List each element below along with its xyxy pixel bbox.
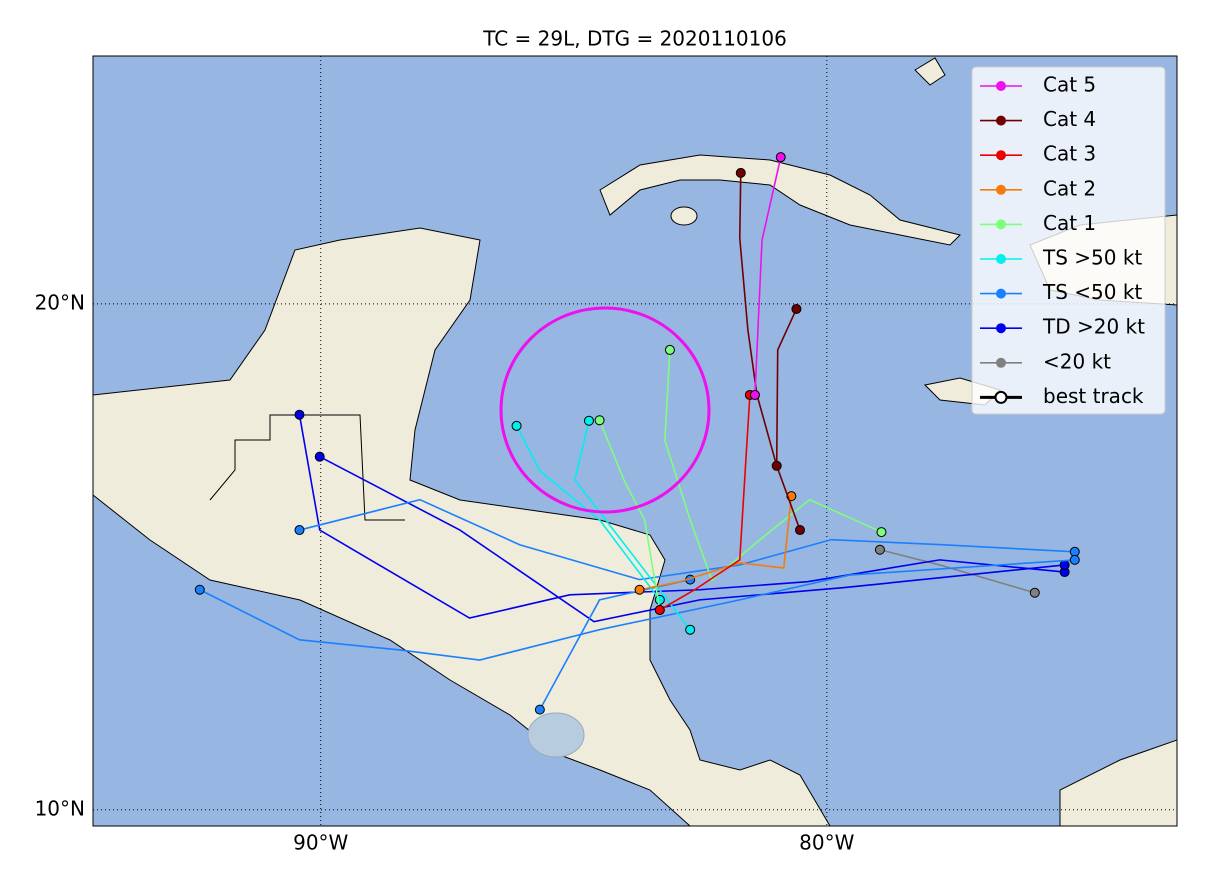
legend-marker bbox=[996, 254, 1006, 264]
grid bbox=[93, 56, 1177, 826]
track-line bbox=[639, 496, 793, 591]
uncertainty-circle bbox=[499, 306, 711, 514]
legend-label: Cat 3 bbox=[1043, 142, 1096, 166]
track-line bbox=[738, 172, 801, 531]
legend: Cat 5 Cat 4 Cat 3 Cat 2 Cat 1 TS >50 kt TS <50… bbox=[971, 66, 1166, 415]
legend-label: Cat 1 bbox=[1043, 211, 1096, 235]
x-tick-label: 80°W bbox=[799, 831, 854, 855]
track-line bbox=[664, 349, 882, 582]
track-point bbox=[791, 303, 802, 314]
track-line bbox=[515, 425, 661, 601]
central-america bbox=[93, 227, 831, 826]
legend-box bbox=[971, 66, 1166, 415]
track-point bbox=[294, 409, 305, 420]
track-point bbox=[735, 167, 746, 178]
track-point bbox=[634, 584, 645, 595]
legend-marker bbox=[996, 150, 1006, 161]
x-tick-label: 90°W bbox=[293, 831, 348, 855]
y-tick-label: 20°N bbox=[35, 290, 85, 314]
island bbox=[914, 57, 946, 86]
y-tick-label: 10°N bbox=[35, 796, 85, 820]
legend-marker bbox=[996, 219, 1006, 230]
legend-label: Cat 4 bbox=[1043, 107, 1096, 131]
isle-of-youth bbox=[670, 206, 698, 226]
track-point bbox=[314, 451, 325, 462]
track-point bbox=[664, 344, 675, 355]
track-point bbox=[874, 544, 885, 555]
legend-label: TS <50 kt bbox=[1042, 280, 1142, 304]
frame bbox=[92, 55, 1178, 827]
track-point bbox=[749, 389, 760, 400]
track-point bbox=[775, 152, 786, 163]
tracks bbox=[194, 152, 1080, 715]
south-america bbox=[1059, 739, 1177, 826]
track-line bbox=[319, 455, 1065, 623]
legend-marker bbox=[996, 184, 1006, 195]
legend-marker bbox=[996, 115, 1006, 126]
border bbox=[300, 414, 405, 521]
track-point bbox=[654, 594, 665, 605]
track-point bbox=[794, 525, 805, 536]
track-point bbox=[654, 604, 665, 615]
track-point bbox=[294, 525, 305, 536]
legend-label: Cat 2 bbox=[1043, 176, 1096, 200]
title: TC = 29L, DTG = 2020110106 bbox=[482, 27, 787, 51]
track-line bbox=[754, 157, 782, 395]
track-line bbox=[199, 559, 1075, 661]
legend-marker bbox=[996, 81, 1006, 91]
track-line bbox=[659, 394, 751, 611]
track-line bbox=[598, 419, 661, 611]
legend-label: Cat 5 bbox=[1043, 73, 1096, 97]
track-point bbox=[1069, 554, 1080, 565]
legend-marker bbox=[994, 390, 1008, 404]
track-point bbox=[511, 420, 522, 431]
legend-label: best track bbox=[1043, 384, 1144, 408]
track-point bbox=[685, 624, 696, 635]
track-line bbox=[879, 548, 1036, 594]
track-line bbox=[299, 498, 1075, 581]
track-point bbox=[194, 584, 205, 595]
border bbox=[209, 414, 300, 501]
lake bbox=[527, 712, 585, 758]
track-point bbox=[534, 704, 545, 715]
legend-marker bbox=[996, 357, 1006, 368]
legend-label: TS >50 kt bbox=[1042, 246, 1142, 270]
track-point bbox=[771, 460, 782, 471]
cuba bbox=[599, 154, 961, 246]
track-point bbox=[594, 415, 605, 426]
track-point bbox=[876, 527, 887, 538]
legend-marker bbox=[996, 288, 1006, 299]
legend-label: <20 kt bbox=[1043, 349, 1111, 373]
track-line bbox=[775, 308, 798, 466]
track-point bbox=[1029, 587, 1040, 598]
track-point bbox=[583, 415, 594, 426]
track-point bbox=[1059, 559, 1070, 570]
legend-label: TD >20 kt bbox=[1042, 315, 1145, 339]
legend-marker bbox=[996, 323, 1006, 334]
